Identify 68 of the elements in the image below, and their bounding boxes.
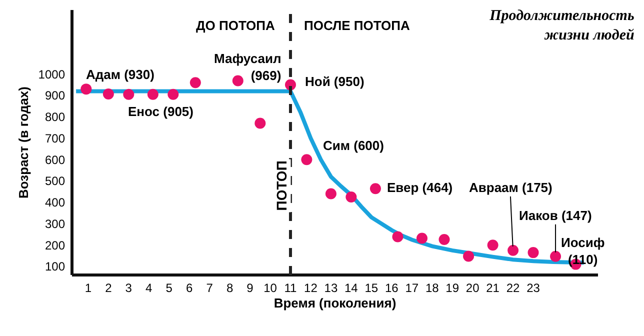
point (528, 247, 539, 258)
annotation: Авраам (175) (469, 180, 552, 195)
annotation: Иосиф (110) (561, 235, 605, 267)
x-tick-label: 11 (284, 281, 298, 295)
x-tick-label: 17 (405, 281, 419, 295)
y-tick-label: 200 (44, 238, 66, 252)
annotation: Евер (464) (387, 180, 453, 195)
y-tick-label: 500 (44, 174, 66, 188)
point (463, 250, 474, 262)
x-tick-label: 21 (486, 281, 500, 295)
annotation: Иаков (147) (519, 208, 592, 223)
y-tick-label: 1000 (38, 67, 66, 82)
x-tick-label: 19 (446, 281, 460, 295)
point (438, 234, 450, 246)
x-tick-label: 23 (526, 281, 540, 295)
y-axis-title: Возраст (в годах) (16, 86, 32, 198)
x-tick-label: 18 (425, 281, 440, 295)
annotation: ДО ПОТОПА (196, 18, 276, 33)
x-tick-label: 12 (304, 281, 318, 295)
point (102, 88, 114, 100)
annotation: Адам (930) (86, 67, 154, 82)
x-tick-label: 1 (84, 281, 92, 295)
point (80, 84, 92, 95)
y-tick-label: 100 (44, 260, 66, 274)
annotation: Мафусаил (969) (214, 51, 282, 83)
y-tick-label: 300 (44, 216, 66, 231)
x-tick-label: 20 (466, 281, 480, 295)
x-tick-label: 4 (146, 281, 153, 295)
point (190, 77, 201, 88)
x-tick-label: 2 (105, 281, 112, 295)
x-tick-label: 7 (206, 281, 214, 295)
point (487, 240, 498, 251)
x-tick-label: 8 (226, 281, 234, 295)
annotation: Ной (950) (305, 74, 364, 89)
point (232, 75, 244, 86)
x-tick-label: 13 (324, 281, 338, 295)
point (254, 118, 266, 129)
point (550, 250, 562, 262)
x-tick-label: 9 (246, 281, 254, 295)
point (168, 88, 179, 100)
y-tick-label: 400 (44, 196, 66, 210)
x-axis-title: Время (поколения) (274, 296, 396, 311)
y-tick-label: 900 (44, 88, 66, 103)
x-tick-label: 14 (344, 281, 358, 295)
point (370, 183, 381, 194)
point (147, 88, 158, 100)
x-tick-label: 10 (264, 281, 278, 295)
x-tick-label: 5 (166, 281, 173, 295)
x-tick-label: 3 (125, 281, 132, 295)
annotation: ПОСЛЕ ПОТОПА (304, 18, 410, 33)
ref-line-label: ПОТОП (273, 160, 290, 211)
point (123, 88, 134, 100)
point (346, 192, 357, 202)
y-tick-label: 700 (44, 131, 66, 146)
annotation: Сим (600) (323, 138, 384, 153)
point (508, 244, 519, 256)
x-tick-label: 15 (364, 281, 378, 295)
x-tick-label: 6 (186, 281, 193, 295)
point (392, 231, 404, 242)
x-tick-label: 16 (384, 281, 399, 295)
annotation: Енос (905) (128, 104, 194, 119)
text: Продолжительность жизни людей (488, 8, 634, 44)
point (325, 188, 336, 200)
point (301, 154, 312, 166)
y-tick-label: 800 (44, 110, 66, 124)
y-tick-label: 600 (44, 152, 66, 167)
point (416, 232, 428, 244)
x-tick-label: 22 (506, 281, 520, 295)
